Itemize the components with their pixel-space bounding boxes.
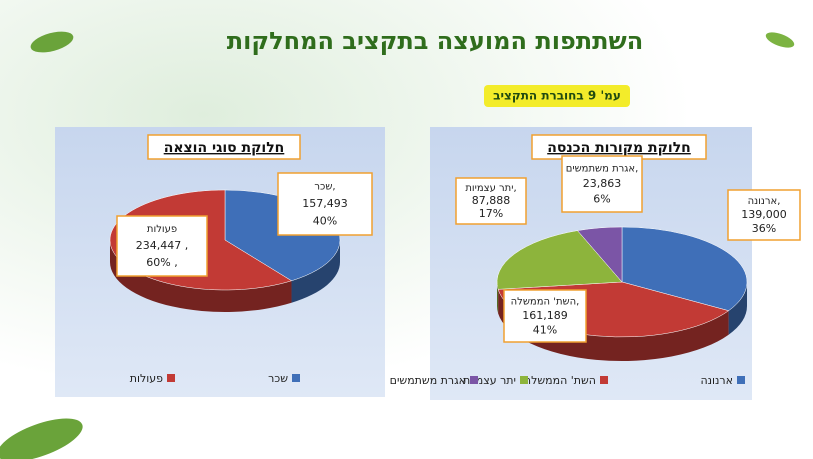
data-label-value: 161,189 <box>522 309 568 322</box>
data-label-percent: 60% , <box>146 256 177 269</box>
legend-swatch <box>520 376 528 384</box>
chart-title: חלוקת סוגי הוצאה <box>164 140 285 156</box>
data-label-name: השת' הממשלה, <box>511 296 580 307</box>
data-label-value: 157,493 <box>302 197 348 210</box>
data-label-value: 23,863 <box>583 177 622 190</box>
data-label-percent: 41% <box>533 324 557 337</box>
data-label-value: 87,888 <box>472 194 511 207</box>
slide-title: השתתפות המועצה בתקציב המחלקות <box>227 27 643 55</box>
data-label-name: אגרת משתמשים, <box>566 163 639 174</box>
legend-label: אגרת משתמשים <box>390 374 466 387</box>
legend-label: ארנונה <box>700 374 733 387</box>
legend-label: שכר <box>268 372 288 385</box>
data-label-percent: 6% <box>593 193 610 206</box>
legend-label: פעולות <box>130 372 163 385</box>
legend-swatch <box>470 376 478 384</box>
data-label-percent: 36% <box>752 222 776 235</box>
data-label-name: ארנונה, <box>748 196 781 207</box>
legend-swatch <box>292 374 300 382</box>
legend-swatch <box>600 376 608 384</box>
data-label-value: 234,447 , <box>136 239 188 252</box>
note: עמ' 9 בחוברת התקציב <box>493 89 621 103</box>
legend-swatch <box>167 374 175 382</box>
data-label-name: יתר עצמיות, <box>465 183 516 194</box>
data-label-name: שכר, <box>314 182 335 193</box>
data-label-name: פעולות <box>147 224 177 235</box>
legend-swatch <box>737 376 745 384</box>
legend-label: השת' הממשלה <box>524 374 596 387</box>
data-label-percent: 40% <box>313 214 337 227</box>
chart-title: חלוקת מקורות הכנסה <box>547 140 691 156</box>
data-label-percent: 17% <box>479 207 503 220</box>
data-label-value: 139,000 <box>741 208 787 221</box>
slide: השתתפות המועצה בתקציב המחלקות עמ' 9 בחוב… <box>0 0 813 459</box>
